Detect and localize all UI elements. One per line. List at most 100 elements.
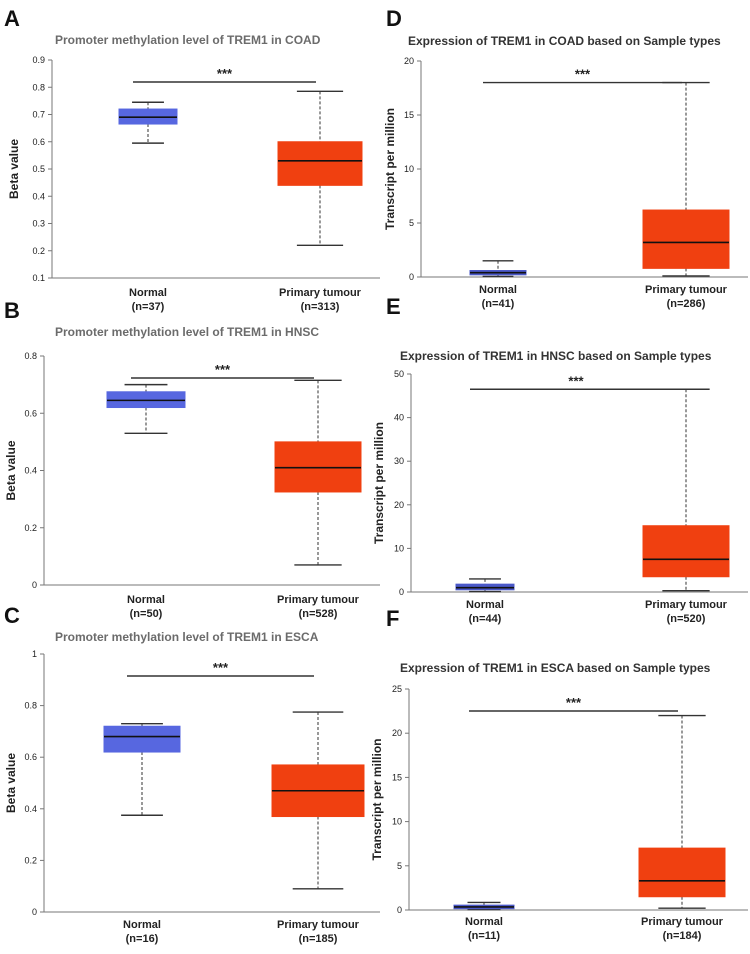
box-iqr — [642, 209, 730, 269]
y-tick-label: 0.8 — [24, 351, 37, 361]
y-tick-label: 10 — [404, 164, 414, 174]
category-count: (n=37) — [132, 301, 165, 313]
panel-letter: F — [386, 606, 399, 631]
y-axis-title: Beta value — [4, 753, 18, 813]
significance-stars: *** — [215, 362, 231, 377]
y-tick-label: 30 — [394, 456, 404, 466]
category-label: Normal — [127, 594, 165, 606]
category-label: Normal — [465, 916, 503, 928]
category-label: Normal — [479, 284, 517, 296]
y-tick-label: 0.4 — [24, 466, 37, 476]
category-label: Normal — [466, 599, 504, 611]
y-tick-label: 20 — [404, 56, 414, 66]
category-count: (n=50) — [130, 608, 163, 620]
category-count: (n=11) — [468, 930, 500, 942]
y-tick-label: 0.4 — [24, 804, 37, 814]
category-count: (n=16) — [126, 933, 159, 945]
box-iqr — [638, 847, 726, 898]
y-tick-label: 25 — [392, 684, 402, 694]
chart-title: Promoter methylation level of TREM1 in H… — [55, 325, 319, 339]
category-label: Normal — [129, 287, 167, 299]
chart-title: Expression of TREM1 in COAD based on Sam… — [408, 34, 721, 48]
y-tick-label: 0.8 — [24, 701, 37, 711]
category-label: Primary tumour — [277, 594, 360, 606]
box-tumour — [642, 388, 730, 592]
y-tick-label: 20 — [392, 728, 402, 738]
y-tick-label: 0.2 — [32, 246, 45, 256]
box-tumour — [274, 379, 362, 566]
panel-e: E Expression of TREM1 in HNSC based on Sa… — [372, 294, 748, 625]
significance-stars: *** — [566, 695, 582, 710]
y-axis-title: Transcript per million — [383, 108, 397, 230]
y-tick-label: 0.6 — [24, 408, 37, 418]
y-tick-label: 0.5 — [32, 164, 45, 174]
box-tumour — [277, 90, 363, 247]
y-tick-label: 10 — [394, 543, 404, 553]
category-label: Primary tumour — [645, 599, 728, 611]
chart-title: Expression of TREM1 in HNSC based on Sam… — [400, 349, 712, 363]
box-normal — [118, 101, 178, 144]
category-count: (n=528) — [299, 608, 338, 620]
panel-letter: A — [4, 6, 20, 31]
y-tick-label: 0 — [397, 905, 402, 915]
panel-letter: C — [4, 603, 20, 628]
box-normal — [469, 260, 527, 278]
y-tick-label: 0 — [399, 587, 404, 597]
category-count: (n=286) — [667, 298, 706, 310]
y-tick-label: 20 — [394, 500, 404, 510]
significance-stars: *** — [568, 373, 584, 388]
panel-a: A Promoter methylation level of TREM1 in … — [4, 6, 380, 313]
y-tick-label: 0.7 — [32, 110, 45, 120]
y-axis-title: Beta value — [4, 440, 18, 500]
y-tick-label: 0 — [32, 580, 37, 590]
y-tick-label: 0.8 — [32, 82, 45, 92]
category-count: (n=520) — [667, 613, 706, 625]
box-iqr — [642, 525, 730, 578]
box-tumour — [642, 81, 730, 277]
y-tick-label: 1 — [32, 649, 37, 659]
y-tick-label: 0.3 — [32, 219, 45, 229]
box-iqr — [103, 725, 181, 753]
y-tick-label: 0.4 — [32, 191, 45, 201]
y-tick-label: 0.1 — [32, 273, 45, 283]
y-tick-label: 0.2 — [24, 523, 37, 533]
category-count: (n=44) — [469, 613, 502, 625]
category-label: Primary tumour — [641, 916, 724, 928]
box-normal — [106, 383, 186, 434]
y-tick-label: 0.6 — [24, 752, 37, 762]
significance-stars: *** — [217, 66, 233, 81]
box-iqr — [277, 141, 363, 186]
box-tumour — [271, 711, 365, 890]
category-label: Normal — [123, 919, 161, 931]
y-axis-title: Beta value — [7, 139, 21, 199]
y-tick-label: 0.2 — [24, 855, 37, 865]
panel-f: F Expression of TREM1 in ESCA based on Sa… — [370, 606, 748, 942]
panel-d: D Expression of TREM1 in COAD based on Sa… — [383, 6, 748, 310]
category-count: (n=184) — [663, 930, 702, 942]
panel-c: C Promoter methylation level of TREM1 in … — [4, 603, 380, 945]
chart-title: Promoter methylation level of TREM1 in E… — [55, 630, 319, 644]
y-axis-title: Transcript per million — [372, 422, 386, 544]
box-normal — [453, 901, 515, 911]
category-count: (n=313) — [301, 301, 340, 313]
y-tick-label: 15 — [404, 110, 414, 120]
y-tick-label: 0 — [409, 272, 414, 282]
y-tick-label: 40 — [394, 413, 404, 423]
panel-letter: E — [386, 294, 401, 319]
significance-stars: *** — [213, 660, 229, 675]
y-tick-label: 0 — [32, 907, 37, 917]
y-axis-title: Transcript per million — [370, 738, 384, 860]
box-normal — [103, 722, 181, 816]
category-label: Primary tumour — [279, 287, 362, 299]
panel-letter: D — [386, 6, 402, 31]
category-label: Primary tumour — [645, 284, 728, 296]
y-tick-label: 5 — [397, 861, 402, 871]
panel-letter: B — [4, 298, 20, 323]
chart-title: Expression of TREM1 in ESCA based on Sam… — [400, 661, 711, 675]
panel-b: B Promoter methylation level of TREM1 in … — [4, 298, 380, 620]
y-tick-label: 0.6 — [32, 137, 45, 147]
significance-stars: *** — [575, 67, 591, 82]
y-tick-label: 0.9 — [32, 55, 45, 65]
y-tick-label: 15 — [392, 772, 402, 782]
